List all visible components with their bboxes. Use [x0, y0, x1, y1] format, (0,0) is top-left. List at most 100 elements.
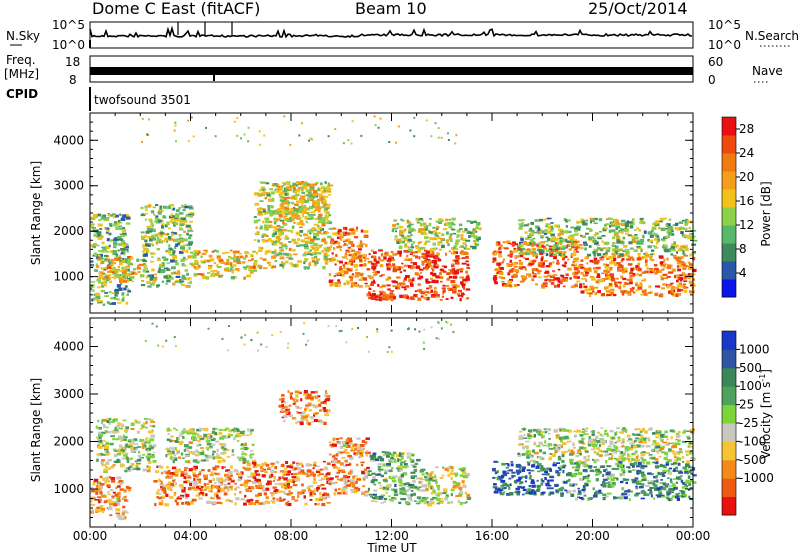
- echo-cell: [233, 437, 236, 440]
- echo-cell: [368, 275, 372, 278]
- echo-cell: [288, 486, 292, 488]
- echo-cell: [98, 427, 102, 430]
- echo-cell: [353, 264, 358, 268]
- echo-cell: [271, 474, 273, 477]
- echo-cell: [499, 276, 503, 278]
- echo-cell: [404, 483, 407, 485]
- echo-cell: [313, 413, 317, 415]
- echo-cell: [493, 258, 497, 261]
- echo-cell: [507, 281, 512, 284]
- echo-cell: [281, 249, 284, 251]
- echo-cell: [400, 463, 403, 466]
- echo-cell: [91, 227, 96, 229]
- echo-cell: [346, 464, 351, 466]
- echo-cell: [350, 489, 353, 491]
- echo-cell: [302, 411, 305, 414]
- echo-cell: [391, 281, 396, 283]
- echo-cell: [251, 487, 255, 490]
- echo-cell: [604, 242, 609, 245]
- echo-cell: [618, 286, 621, 289]
- echo-cell: [413, 466, 417, 468]
- echo-cell: [158, 497, 162, 500]
- echo-cell: [252, 482, 257, 484]
- echo-cell: [414, 295, 417, 297]
- echo-cell: [309, 231, 313, 233]
- echo-cell: [93, 234, 97, 237]
- echo-cell: [121, 267, 124, 269]
- echo-cell: [199, 428, 204, 431]
- echo-cell: [161, 500, 164, 503]
- echo-cell: [438, 222, 442, 224]
- echo-cell: [363, 277, 367, 280]
- echo-cell: [668, 265, 670, 268]
- echo-cell: [179, 224, 184, 226]
- echo-cell: [621, 260, 623, 262]
- echo-cell: [175, 215, 180, 218]
- echo-cell: [438, 492, 442, 494]
- echo-cell: [584, 247, 587, 250]
- echo-cell: [189, 483, 192, 486]
- echo-cell: [329, 260, 334, 262]
- echo-cell: [221, 489, 225, 492]
- echo-cell: [328, 409, 331, 412]
- echo-cell: [146, 276, 148, 279]
- echo-cell: [283, 402, 287, 404]
- echo-cell: [569, 231, 572, 233]
- echo-cell: [265, 197, 267, 200]
- echo-cell: [98, 446, 103, 449]
- echo-cell: [446, 273, 450, 275]
- echo-cell: [187, 477, 191, 479]
- echo-cell: [287, 186, 290, 189]
- echo-cell: [124, 499, 127, 502]
- echo-cell: [569, 277, 572, 279]
- echo-cell: [582, 283, 584, 285]
- echo-cell: [164, 503, 169, 506]
- echo-cell: [400, 468, 403, 470]
- echo-cell: [107, 271, 111, 273]
- echo-cell: [330, 241, 333, 244]
- echo-cell: [473, 228, 476, 230]
- echo-cell: [372, 455, 376, 458]
- echo-cell: [581, 278, 586, 280]
- echo-cell: [240, 484, 243, 486]
- echo-cell: [257, 213, 261, 216]
- echo-cell: [124, 489, 127, 492]
- echo-cell: [194, 274, 198, 277]
- echo-cell: [670, 291, 673, 293]
- echo-cell: [313, 478, 315, 481]
- echo-cell: [385, 452, 390, 455]
- echo-cell: [333, 438, 335, 441]
- echo-cell: [640, 239, 644, 242]
- echo-cell: [437, 226, 440, 229]
- echo-cell: [679, 260, 681, 262]
- echo-cell: [166, 222, 169, 226]
- echo-cell: [278, 234, 282, 236]
- echo-cell: [345, 491, 347, 494]
- echo-cell: [221, 482, 224, 484]
- echo-cell: [424, 236, 429, 239]
- echo-cell: [621, 220, 626, 223]
- echo-cell: [279, 490, 283, 492]
- echo-cell: [426, 225, 428, 227]
- nsky-label: N.Sky: [6, 29, 40, 43]
- echo-cell: [273, 476, 276, 480]
- echo-cell: [91, 281, 95, 283]
- echo-cell: [493, 254, 497, 256]
- echo-cell: [305, 242, 307, 244]
- echo-cell: [432, 260, 437, 263]
- echo-cell: [378, 456, 382, 458]
- echo-cell: [308, 489, 310, 492]
- echo-cell: [643, 253, 645, 255]
- echo-cell: [387, 284, 391, 286]
- echo-cell: [313, 462, 316, 465]
- echo-cell: [148, 118, 150, 120]
- echo-cell: [201, 469, 205, 471]
- echo-cell: [171, 266, 176, 269]
- echo-cell: [410, 472, 415, 474]
- echo-cell: [220, 452, 224, 454]
- echo-cell: [306, 190, 311, 193]
- echo-cell: [166, 269, 170, 271]
- echo-cell: [529, 472, 531, 475]
- echo-cell: [671, 269, 675, 271]
- echo-cell: [320, 220, 324, 223]
